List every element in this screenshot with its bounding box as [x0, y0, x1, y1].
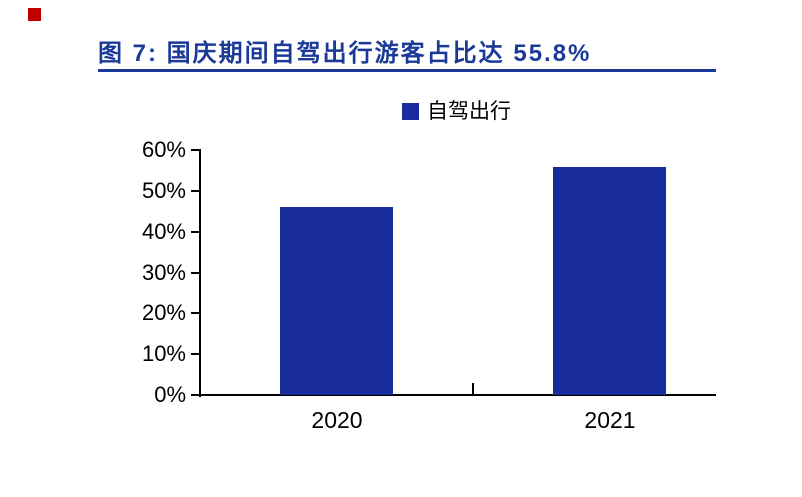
y-axis-tick-label: 30%: [141, 259, 186, 285]
x-axis-label-2021: 2021: [584, 407, 636, 433]
y-axis-line: [199, 149, 201, 397]
figure-title: 图 7: 国庆期间自驾出行游客占比达 55.8%: [98, 40, 592, 67]
y-axis-tick: [191, 353, 200, 356]
y-axis-tick: [191, 394, 200, 396]
y-axis-tick: [191, 312, 200, 315]
y-axis-tick: [191, 149, 200, 151]
y-axis-tick: [191, 230, 200, 233]
x-axis-label-2020: 2020: [311, 407, 363, 433]
y-axis-tick-label: 10%: [141, 341, 186, 367]
title-underline: [98, 69, 716, 72]
chart-legend: 自驾出行: [402, 101, 511, 122]
y-axis-tick-label: 60%: [141, 137, 186, 162]
bar-2020: [280, 207, 393, 395]
bar-2021: [553, 167, 666, 395]
x-axis-tick: [472, 383, 474, 395]
y-axis-tick-label: 40%: [141, 218, 186, 244]
y-axis-tick: [191, 271, 200, 274]
y-axis-tick: [191, 189, 200, 192]
y-axis-tick-label: 20%: [141, 300, 186, 326]
x-axis-line: [199, 394, 716, 396]
red-corner-mark: [28, 8, 41, 21]
legend-label: 自驾出行: [427, 100, 511, 123]
y-axis-tick-label: 50%: [141, 177, 186, 203]
legend-marker-swatch: [402, 103, 419, 120]
y-axis-tick-label: 0%: [154, 382, 186, 407]
